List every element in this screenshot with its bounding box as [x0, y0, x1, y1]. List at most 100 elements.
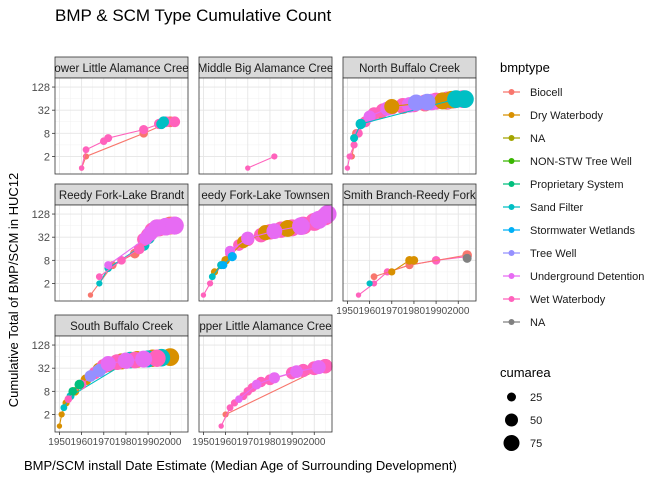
legend-label: NON-STW Tree Well: [530, 156, 632, 168]
x-tick-label: 1980: [115, 437, 138, 448]
legend-key-point: [508, 227, 515, 233]
data-point: [219, 261, 228, 270]
x-axis-label: BMP/SCM install Date Estimate (Median Ag…: [24, 458, 457, 473]
y-tick-label: 128: [32, 82, 50, 94]
data-point: [78, 165, 85, 171]
facet-panel: Smith Branch-Reedy Fork 1950 1960 1970 1980 1…: [336, 183, 477, 317]
data-point: [456, 90, 474, 109]
panel-border: [198, 335, 333, 433]
legend-label: Underground Detention: [530, 271, 644, 283]
y-axis-label: Cumulative Total of BMP/SCM in HUC12: [6, 173, 21, 408]
data-point: [74, 379, 85, 390]
x-tick-label: 1970: [237, 437, 260, 448]
data-point: [409, 256, 419, 265]
data-point: [206, 280, 214, 287]
facet-panel: pper Little Alamance Cree 1950 1960 1970 198…: [192, 314, 333, 448]
data-point: [355, 292, 362, 298]
legend-label: NA: [530, 317, 546, 329]
size-legend-point: [505, 413, 518, 427]
facet-strip-label: Smith Branch-Reedy Fork: [343, 190, 476, 202]
x-tick-label: 1980: [259, 437, 282, 448]
x-tick-label: 1950: [336, 306, 359, 317]
legend-item: Dry Waterbody: [503, 110, 603, 122]
data-point: [418, 93, 436, 111]
x-tick-label: 1960: [358, 306, 381, 317]
series-line: [247, 155, 275, 169]
data-point: [355, 118, 366, 130]
legend-item: Proprietary System: [503, 179, 624, 191]
data-point: [58, 411, 65, 418]
data-point: [87, 292, 94, 298]
y-tick-label: 32: [38, 105, 50, 117]
x-tick-label: 2000: [447, 306, 470, 317]
legend-item: Tree Well: [503, 248, 576, 260]
legend-key-point: [508, 135, 515, 141]
facet-strip-label: pper Little Alamance Cree: [199, 321, 331, 333]
data-point: [139, 125, 149, 135]
data-point: [346, 153, 353, 160]
y-tick-label: 8: [44, 386, 50, 398]
facet-strip-label: North Buffalo Creek: [359, 63, 460, 75]
y-tick-label: 32: [38, 232, 50, 244]
legend-label: Stormwater Wetlands: [530, 225, 635, 237]
data-point: [241, 231, 255, 245]
data-point: [56, 423, 63, 429]
data-point: [95, 273, 103, 281]
panel-border: [54, 77, 189, 175]
data-point: [226, 404, 234, 412]
legend-item: Biocell: [503, 87, 562, 99]
legend-item: NA: [503, 317, 546, 329]
data-point: [200, 292, 207, 298]
legend-key-point: [508, 319, 515, 325]
data-point: [366, 280, 373, 287]
legend-key-point: [508, 273, 515, 279]
facet-panel: eedy Fork-Lake Townsen: [198, 183, 337, 302]
legend-key-point: [508, 204, 515, 210]
legend-key-point: [508, 250, 515, 256]
legend-item: Sand Filter: [503, 202, 584, 214]
data-point: [117, 256, 126, 265]
x-tick-label: 1950: [192, 437, 215, 448]
x-tick-label: 1970: [381, 306, 404, 317]
data-point: [344, 165, 351, 171]
x-tick-label: 2000: [303, 437, 326, 448]
y-tick-label: 8: [44, 255, 50, 267]
legend-key-point: [508, 296, 515, 302]
facet-strip-label: South Buffalo Creek: [70, 321, 173, 333]
y-tick-label: 2: [44, 278, 50, 290]
data-point: [64, 395, 73, 403]
panels: ower Little Alamance Cree 2 8 32 128 Middle B…: [32, 56, 477, 448]
legend: bmptype Biocell Dry Waterbody NA NON-STW Tre…: [500, 60, 644, 451]
legend-item: Wet Waterbody: [503, 294, 606, 306]
legend-label: Biocell: [530, 87, 562, 99]
data-point: [82, 146, 90, 154]
y-tick-label: 2: [44, 151, 50, 163]
facet-panel: Middle Big Alamance Cree: [198, 56, 333, 175]
data-point: [104, 261, 113, 270]
data-point: [370, 280, 378, 287]
size-legend-label: 25: [530, 392, 542, 404]
facet-strip-label: eedy Fork-Lake Townsen: [201, 190, 329, 202]
data-point: [290, 365, 303, 379]
data-point: [227, 252, 237, 262]
size-legend-title: cumarea: [500, 365, 551, 380]
legend-item: NA: [503, 133, 546, 145]
y-tick-label: 32: [38, 363, 50, 375]
data-point: [462, 253, 472, 263]
facet-panel: ower Little Alamance Cree 2 8 32 128: [32, 56, 189, 175]
legend-title: bmptype: [500, 60, 550, 75]
legend-item: NON-STW Tree Well: [503, 156, 632, 168]
facet-panel: Reedy Fork-Lake Brandt 2 8 32 128: [32, 183, 189, 302]
y-tick-label: 2: [44, 409, 50, 421]
x-tick-label: 1990: [281, 437, 304, 448]
chart-title: BMP & SCM Type Cumulative Count: [55, 6, 331, 25]
data-point: [169, 116, 181, 128]
data-point: [350, 134, 359, 143]
facet-strip-label: ower Little Alamance Cree: [54, 63, 188, 75]
panel-border: [198, 77, 333, 175]
data-point: [117, 352, 135, 369]
data-point: [133, 243, 145, 255]
legend-key-point: [508, 158, 515, 164]
